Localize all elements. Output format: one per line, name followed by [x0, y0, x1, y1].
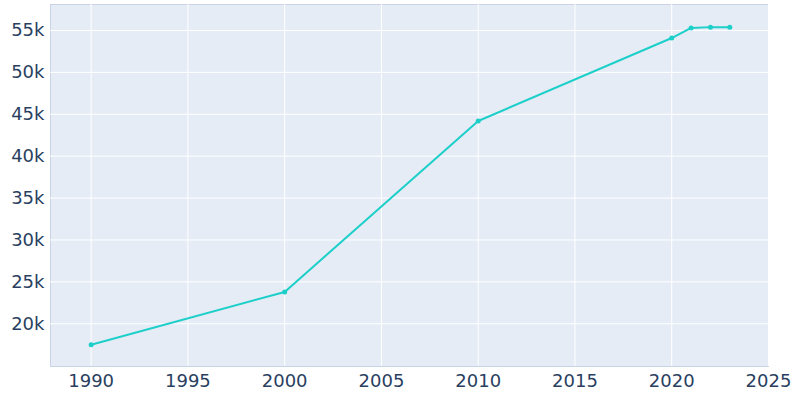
svg-text:40k: 40k [11, 145, 45, 166]
svg-text:2015: 2015 [552, 370, 598, 391]
svg-text:2000: 2000 [262, 370, 308, 391]
svg-text:55k: 55k [11, 19, 45, 40]
svg-text:50k: 50k [11, 61, 45, 82]
svg-text:2025: 2025 [746, 370, 792, 391]
svg-text:20k: 20k [11, 313, 45, 334]
svg-text:35k: 35k [11, 187, 45, 208]
svg-text:45k: 45k [11, 103, 45, 124]
svg-text:1990: 1990 [68, 370, 114, 391]
svg-text:2020: 2020 [649, 370, 695, 391]
svg-text:2005: 2005 [359, 370, 405, 391]
svg-text:25k: 25k [11, 271, 45, 292]
svg-text:2010: 2010 [455, 370, 501, 391]
svg-text:1995: 1995 [165, 370, 211, 391]
svg-text:30k: 30k [11, 229, 45, 250]
